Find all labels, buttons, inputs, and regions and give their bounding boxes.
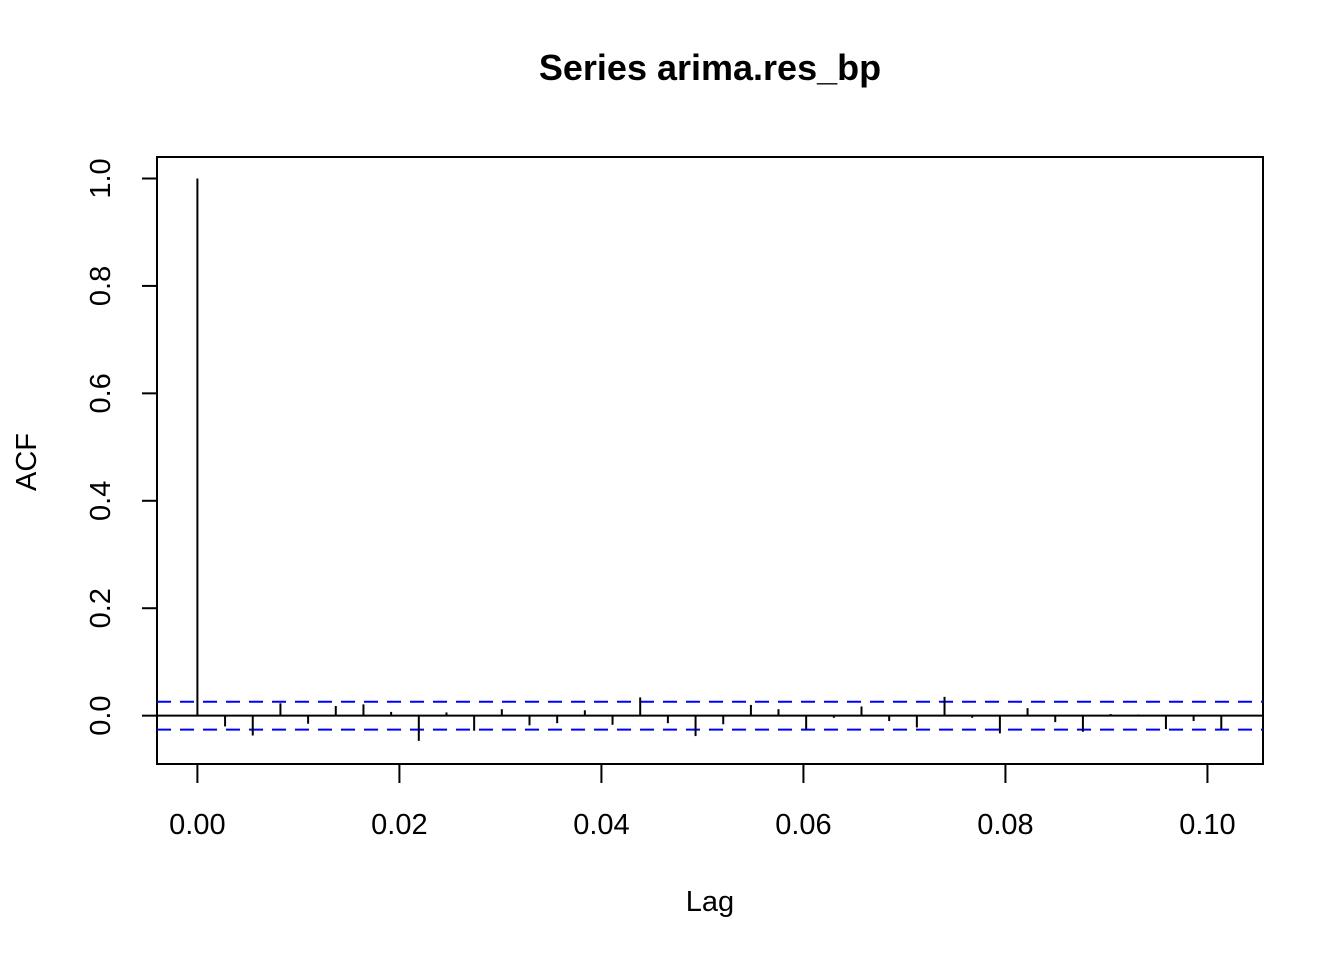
y-tick-label: 0.0 <box>85 695 117 735</box>
confidence-bounds <box>157 700 1263 731</box>
acf-bars <box>196 178 1223 741</box>
plot-frame <box>156 156 1264 765</box>
y-tick-label: 0.8 <box>85 266 117 306</box>
x-tick-label: 0.04 <box>573 809 629 841</box>
y-tick-label: 1.0 <box>85 158 117 198</box>
x-axis: 0.00 0.02 0.04 0.06 0.08 0.10 <box>169 763 1236 841</box>
x-tick-label: 0.02 <box>371 809 427 841</box>
x-tick-label: 0.00 <box>169 809 225 841</box>
y-tick-label: 0.6 <box>85 373 117 413</box>
y-axis: 0.0 0.2 0.4 0.6 0.8 1.0 <box>85 158 158 736</box>
y-tick-label: 0.4 <box>85 481 117 521</box>
y-tick-label: 0.2 <box>85 588 117 628</box>
x-tick-label: 0.10 <box>1179 809 1235 841</box>
x-tick-label: 0.06 <box>775 809 831 841</box>
chart-title: Series arima.res_bp <box>539 47 881 88</box>
x-axis-label: Lag <box>686 886 734 918</box>
x-tick-label: 0.08 <box>977 809 1033 841</box>
y-axis-label: ACF <box>11 433 43 491</box>
